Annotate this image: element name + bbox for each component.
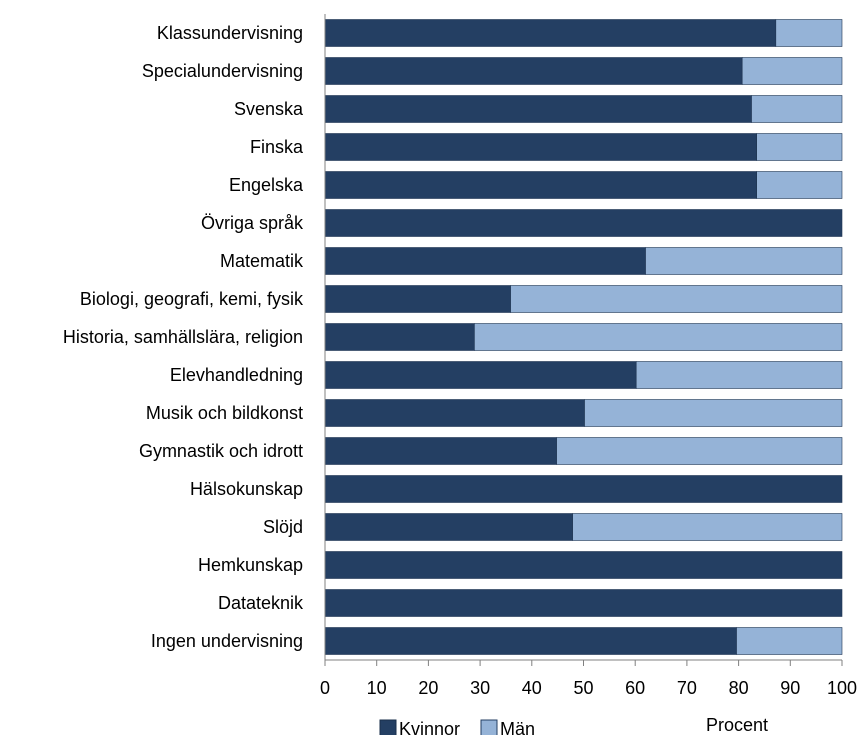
bars-group xyxy=(324,19,843,655)
bar-kvinnor-historia-samhallslara-religion xyxy=(324,323,475,351)
legend-label-kvinnor: Kvinnor xyxy=(399,719,460,735)
bar-kvinnor-ovriga-sprak xyxy=(324,209,843,237)
category-label-matematik: Matematik xyxy=(220,251,304,271)
bar-man-elevhandledning xyxy=(635,361,843,389)
x-tick-label-90: 90 xyxy=(780,678,800,698)
bar-kvinnor-svenska xyxy=(324,95,752,123)
bar-man-svenska xyxy=(751,95,843,123)
legend-swatch-kvinnor xyxy=(379,719,397,735)
bar-man-specialundervisning xyxy=(741,57,843,85)
bar-kvinnor-elevhandledning xyxy=(324,361,637,389)
bar-kvinnor-biologi-geografi-kemi-fysik xyxy=(324,285,511,313)
bar-kvinnor-specialundervisning xyxy=(324,57,743,85)
x-tick-label-10: 10 xyxy=(367,678,387,698)
legend: Kvinnor Män xyxy=(379,719,535,735)
category-label-gymnastik-och-idrott: Gymnastik och idrott xyxy=(139,441,303,461)
category-label-datateknik: Datateknik xyxy=(218,593,304,613)
category-label-musik-och-bildkonst: Musik och bildkonst xyxy=(146,403,303,423)
x-tick-label-50: 50 xyxy=(573,678,593,698)
category-labels: Klassundervisning Specialundervisning Sven… xyxy=(63,23,304,651)
category-label-hemkunskap: Hemkunskap xyxy=(198,555,303,575)
bar-man-matematik xyxy=(645,247,843,275)
bar-man-ingen-undervisning xyxy=(736,627,843,655)
category-label-halsokunskap: Hälsokunskap xyxy=(190,479,303,499)
bar-man-biologi-geografi-kemi-fysik xyxy=(510,285,843,313)
legend-label-man: Män xyxy=(500,719,535,735)
category-label-finska: Finska xyxy=(250,137,304,157)
x-ticks: 0 10 20 30 40 50 60 70 80 90 100 xyxy=(320,660,857,698)
bar-kvinnor-hemkunskap xyxy=(324,551,843,579)
bar-kvinnor-klassundervisning xyxy=(324,19,777,47)
bar-kvinnor-engelska xyxy=(324,171,757,199)
x-tick-label-70: 70 xyxy=(677,678,697,698)
bar-kvinnor-musik-och-bildkonst xyxy=(324,399,585,427)
bar-man-historia-samhallslara-religion xyxy=(474,323,843,351)
category-label-ovriga-sprak: Övriga språk xyxy=(201,213,304,233)
category-label-klassundervisning: Klassundervisning xyxy=(157,23,303,43)
bar-man-musik-och-bildkonst xyxy=(584,399,843,427)
bar-kvinnor-halsokunskap xyxy=(324,475,843,503)
x-tick-label-60: 60 xyxy=(625,678,645,698)
bar-kvinnor-ingen-undervisning xyxy=(324,627,737,655)
x-tick-label-80: 80 xyxy=(729,678,749,698)
x-tick-label-100: 100 xyxy=(827,678,857,698)
x-tick-label-0: 0 xyxy=(320,678,330,698)
category-label-engelska: Engelska xyxy=(229,175,304,195)
bar-kvinnor-slojd xyxy=(324,513,573,541)
x-tick-label-20: 20 xyxy=(418,678,438,698)
x-tick-label-30: 30 xyxy=(470,678,490,698)
category-label-ingen-undervisning: Ingen undervisning xyxy=(151,631,303,651)
category-label-elevhandledning: Elevhandledning xyxy=(170,365,303,385)
bar-man-klassundervisning xyxy=(775,19,843,47)
bar-man-engelska xyxy=(756,171,843,199)
bar-man-finska xyxy=(756,133,843,161)
bar-kvinnor-gymnastik-och-idrott xyxy=(324,437,557,465)
category-label-slojd: Slöjd xyxy=(263,517,303,537)
legend-swatch-man xyxy=(480,719,498,735)
category-label-historia-samhallslara-religion: Historia, samhällslära, religion xyxy=(63,327,303,347)
bar-man-slojd xyxy=(572,513,843,541)
category-label-biologi-geografi-kemi-fysik: Biologi, geografi, kemi, fysik xyxy=(80,289,304,309)
category-label-specialundervisning: Specialundervisning xyxy=(142,61,303,81)
bar-kvinnor-datateknik xyxy=(324,589,843,617)
bar-kvinnor-matematik xyxy=(324,247,646,275)
x-axis-title: Procent xyxy=(706,715,768,735)
bar-kvinnor-finska xyxy=(324,133,757,161)
bar-man-gymnastik-och-idrott xyxy=(556,437,843,465)
category-label-svenska: Svenska xyxy=(234,99,304,119)
x-tick-label-40: 40 xyxy=(522,678,542,698)
